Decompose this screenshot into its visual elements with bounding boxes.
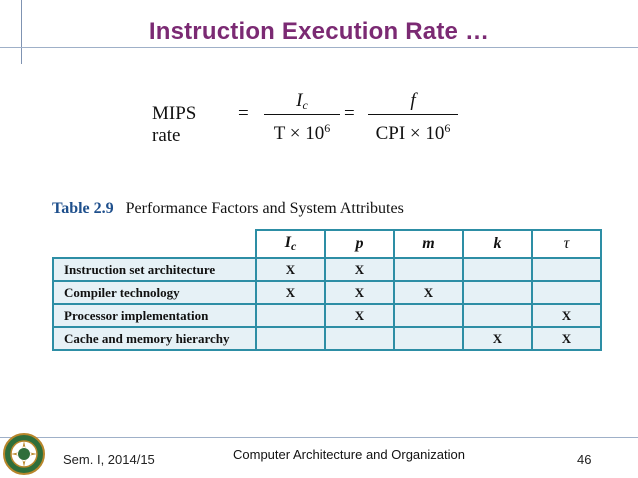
performance-factors-table: Ic p m k τ Instruction set architecture … — [52, 229, 602, 351]
table-cell: X — [255, 280, 326, 305]
row-label: Processor implementation — [52, 303, 257, 328]
formula-equals-2: = — [344, 103, 355, 124]
decorative-vertical-line — [21, 0, 22, 64]
table-cell — [255, 303, 326, 328]
table-row: Instruction set architecture X X — [52, 257, 602, 282]
table-cell — [393, 326, 464, 351]
frac2-numerator: f — [410, 90, 416, 111]
frac1-denominator: T × 10 — [273, 123, 325, 144]
table-cell: X — [531, 303, 602, 328]
decorative-top-rule — [0, 47, 638, 48]
slide-title: Instruction Execution Rate … — [148, 18, 490, 45]
frac2-denominator: CPI × 10 — [375, 123, 445, 144]
table-cell: X — [462, 326, 533, 351]
table-cell — [324, 326, 395, 351]
university-seal-icon — [3, 433, 45, 475]
table-cell — [531, 280, 602, 305]
row-label: Instruction set architecture — [52, 257, 257, 282]
formula-equals-1: = — [238, 103, 249, 124]
table-cell: X — [324, 303, 395, 328]
table-caption: Table 2.9 Performance Factors and System … — [52, 200, 404, 218]
table-row: Compiler technology X X X — [52, 280, 602, 305]
table-cell — [462, 280, 533, 305]
row-label: Cache and memory hierarchy — [52, 326, 257, 351]
table-corner-cell — [53, 230, 257, 259]
table-cell — [393, 303, 464, 328]
table-cell — [462, 303, 533, 328]
table-cell — [462, 257, 533, 282]
formula-lhs: MIPS rate — [152, 103, 197, 146]
table-cell: X — [393, 280, 464, 305]
footer-course-title: Computer Architecture and Organization — [233, 447, 465, 462]
table-cell: X — [324, 280, 395, 305]
table-row: Processor implementation X X — [52, 303, 602, 328]
row-label: Compiler technology — [52, 280, 257, 305]
footer-page-number: 46 — [577, 452, 592, 467]
table-cell — [255, 326, 326, 351]
table-header-row: Ic p m k τ — [53, 229, 602, 259]
header-m: m — [393, 229, 464, 259]
frac2-bar — [368, 114, 458, 115]
frac1-numerator-sub: c — [302, 98, 308, 112]
frac1-numerator: I — [296, 90, 303, 111]
frac1-bar — [264, 114, 340, 115]
table-cell — [531, 257, 602, 282]
table-caption-text: Performance Factors and System Attribute… — [125, 200, 404, 217]
frac1-denominator-exp: 6 — [324, 121, 331, 135]
decorative-bottom-rule — [0, 437, 638, 438]
table-cell: X — [531, 326, 602, 351]
header-tau: τ — [531, 229, 602, 259]
footer-semester: Sem. I, 2014/15 — [63, 452, 155, 467]
formula-fraction-2: f CPI × 106 — [368, 88, 458, 144]
header-k: k — [462, 229, 533, 259]
table-cell: X — [255, 257, 326, 282]
frac2-denominator-exp: 6 — [444, 121, 451, 135]
table-cell: X — [324, 257, 395, 282]
header-p: p — [324, 229, 395, 259]
header-ic: Ic — [255, 229, 326, 259]
table-row: Cache and memory hierarchy X X — [52, 326, 602, 351]
table-cell — [393, 257, 464, 282]
formula-fraction-1: Ic T × 106 — [264, 88, 340, 144]
table-caption-number: Table 2.9 — [52, 200, 114, 217]
